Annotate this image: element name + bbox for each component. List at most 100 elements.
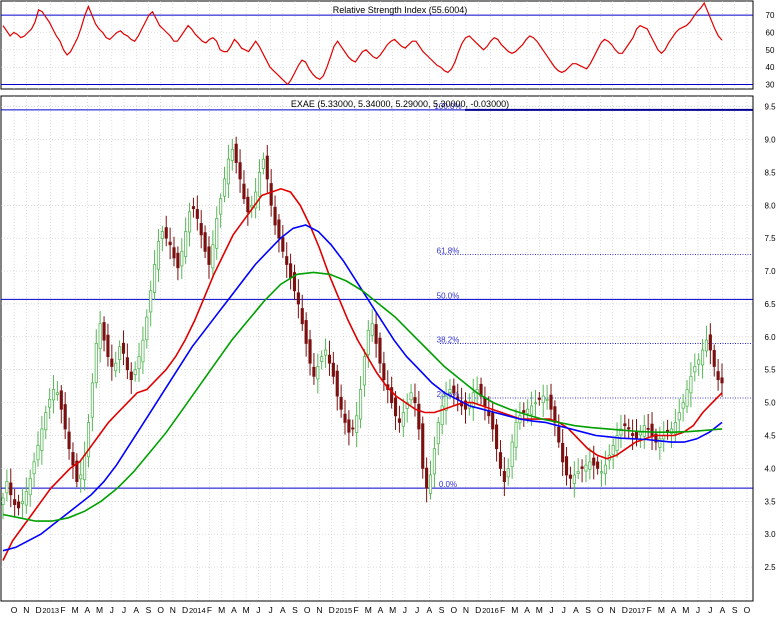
candle-body: [693, 366, 697, 373]
candle-body: [102, 322, 106, 341]
candle-body: [522, 410, 526, 413]
candle-body: [650, 423, 654, 436]
candle-body: [67, 431, 71, 450]
price-tick-label: 7.0: [764, 267, 776, 276]
candle-body: [156, 241, 161, 270]
x-tick-label: S: [146, 605, 152, 615]
candle-body: [207, 246, 211, 265]
x-tick-label: M: [218, 605, 225, 615]
x-tick-label: J: [403, 605, 407, 615]
rsi-panel: 30 40 50 60 70 Relative Strength Index (55.6…: [0, 0, 775, 90]
candle-body: [339, 396, 343, 410]
candle-body: [421, 423, 425, 469]
price-tick-label: 6.5: [764, 300, 776, 309]
x-tick-label: M: [658, 605, 665, 615]
candle-body: [592, 457, 596, 466]
x-tick-label: F: [207, 605, 212, 615]
candle-body: [572, 474, 576, 484]
candle-body: [390, 387, 394, 404]
x-tick-label: M: [243, 605, 250, 615]
candle-body: [5, 481, 9, 494]
candle-body: [370, 323, 374, 336]
candle-body: [627, 427, 631, 430]
x-tick-label: A: [231, 605, 237, 615]
candle-body: [184, 231, 188, 257]
x-tick-label: D: [35, 605, 41, 615]
candle-body: [211, 244, 215, 269]
candle-body: [289, 263, 293, 279]
candle-body: [432, 448, 436, 475]
x-tick-label: J: [122, 605, 126, 615]
candle-body: [44, 412, 48, 431]
x-tick-label: N: [316, 605, 322, 615]
candle-body: [634, 431, 639, 440]
candle-body: [545, 398, 549, 401]
fib-level-label: 100.0%: [434, 102, 461, 111]
moving-average-line-1: [2, 187, 723, 561]
candle-body: [526, 408, 530, 414]
candle-body: [568, 474, 572, 479]
rsi-y-axis: 30 40 50 60 70: [766, 11, 775, 89]
moving-averages: [2, 187, 723, 561]
rsi-tick-label: 30: [766, 81, 775, 90]
x-tick-label: J: [549, 605, 553, 615]
x-tick-label: A: [133, 605, 139, 615]
candle-body: [669, 428, 674, 434]
x-tick-label: J: [415, 605, 419, 615]
rsi-title: Relative Strength Index (55.6004): [333, 5, 468, 15]
price-tick-label: 8.5: [764, 168, 776, 177]
candle-body: [269, 183, 273, 206]
x-tick-label: O: [157, 605, 164, 615]
candle-body: [180, 250, 184, 267]
x-tick-label: D: [329, 605, 335, 615]
candle-body: [36, 444, 40, 461]
x-tick-label: M: [72, 605, 79, 615]
candle-body: [24, 491, 28, 506]
x-tick-label: J: [256, 605, 260, 615]
x-tick-label: J: [708, 605, 712, 615]
candle-body: [168, 241, 172, 246]
candle-body: [495, 424, 499, 450]
candle-body: [444, 395, 448, 411]
x-tick-label: S: [439, 605, 445, 615]
candle-body: [397, 418, 401, 423]
candle-body: [187, 211, 192, 233]
fib-level-label: 50.0%: [437, 291, 460, 300]
candle-body: [401, 412, 405, 427]
candle-body: [59, 390, 63, 410]
x-tick-label: M: [511, 605, 518, 615]
candle-body: [16, 501, 21, 509]
candle-body: [623, 423, 627, 427]
price-tick-label: 3.5: [764, 497, 776, 506]
x-tick-label: N: [23, 605, 29, 615]
candle-body: [351, 427, 355, 430]
candle-body: [316, 366, 320, 380]
price-tick-label: 3.0: [764, 530, 776, 539]
x-tick-label: J: [562, 605, 566, 615]
price-tick-label: 4.5: [764, 432, 776, 441]
x-tick-label: O: [11, 605, 18, 615]
x-tick-label: F: [353, 605, 358, 615]
candle-body: [393, 397, 398, 417]
candle-body: [137, 356, 141, 370]
candle-body: [28, 477, 32, 496]
candle-body: [40, 428, 44, 451]
x-tick-label: 2015: [336, 606, 353, 615]
candle-body: [491, 412, 495, 430]
candle-body: [382, 363, 386, 381]
candle-body: [413, 397, 417, 404]
x-tick-label: A: [85, 605, 91, 615]
candle-body: [343, 413, 347, 423]
candle-body: [615, 435, 619, 452]
candle-body: [603, 464, 607, 475]
candle-body: [631, 433, 635, 436]
x-tick-label: J: [268, 605, 272, 615]
candle-body: [203, 232, 207, 252]
x-tick-label: 2016: [482, 606, 499, 615]
candle-body: [425, 467, 429, 489]
candle-body: [409, 392, 413, 401]
x-tick-label: A: [524, 605, 530, 615]
candle-body: [1, 497, 5, 506]
candle-body: [90, 382, 94, 418]
